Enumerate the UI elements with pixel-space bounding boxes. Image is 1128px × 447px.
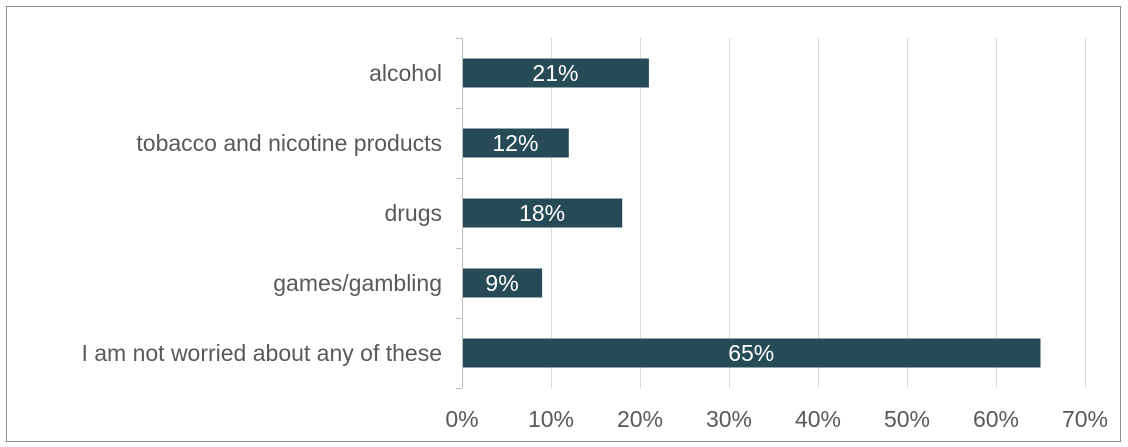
data-label: 18% bbox=[519, 200, 565, 226]
data-label: 12% bbox=[492, 130, 538, 156]
bar bbox=[463, 338, 1041, 368]
x-tick-label: 10% bbox=[528, 406, 574, 432]
bar bbox=[463, 268, 543, 298]
x-tick-label: 30% bbox=[706, 406, 752, 432]
bar bbox=[463, 58, 649, 88]
data-label: 65% bbox=[728, 340, 774, 366]
data-label: 9% bbox=[485, 270, 518, 296]
category-label: tobacco and nicotine products bbox=[136, 130, 442, 156]
x-tick-label: 50% bbox=[884, 406, 930, 432]
bar bbox=[463, 198, 623, 228]
x-tick-label: 70% bbox=[1062, 406, 1108, 432]
x-tick-label: 40% bbox=[795, 406, 841, 432]
x-tick-label: 0% bbox=[445, 406, 478, 432]
category-label: drugs bbox=[384, 200, 442, 226]
category-label: games/gambling bbox=[273, 270, 442, 296]
x-tick-label: 20% bbox=[617, 406, 663, 432]
category-label: I am not worried about any of these bbox=[81, 340, 442, 366]
category-label: alcohol bbox=[369, 60, 442, 86]
x-tick-label: 60% bbox=[973, 406, 1019, 432]
data-label: 21% bbox=[532, 60, 578, 86]
bar bbox=[463, 128, 569, 158]
